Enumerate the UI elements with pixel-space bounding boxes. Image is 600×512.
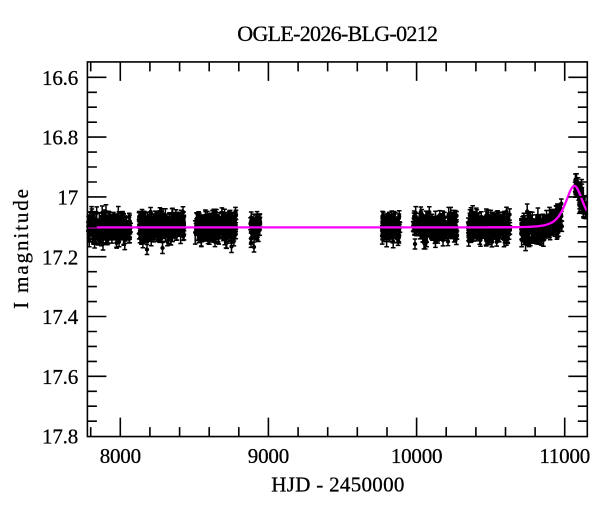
- svg-text:OGLE-2026-BLG-0212: OGLE-2026-BLG-0212: [237, 21, 437, 46]
- svg-text:16.6: 16.6: [42, 66, 78, 90]
- svg-text:9000: 9000: [248, 444, 289, 468]
- svg-text:17.8: 17.8: [42, 425, 78, 449]
- svg-text:8000: 8000: [100, 444, 141, 468]
- svg-text:I magnitude: I magnitude: [9, 187, 33, 309]
- svg-text:17.4: 17.4: [42, 305, 79, 329]
- svg-text:17.6: 17.6: [42, 365, 78, 389]
- svg-text:HJD - 2450000: HJD - 2450000: [271, 473, 404, 497]
- svg-text:17.2: 17.2: [42, 245, 78, 269]
- svg-text:11000: 11000: [539, 444, 590, 468]
- svg-text:10000: 10000: [391, 444, 443, 468]
- svg-text:16.8: 16.8: [42, 126, 78, 150]
- svg-text:17: 17: [57, 186, 78, 210]
